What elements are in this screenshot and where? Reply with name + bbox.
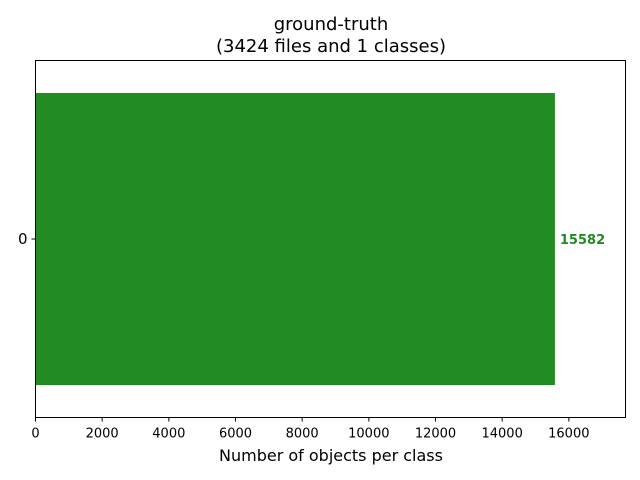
x-tick-label-16000: 16000 — [548, 427, 589, 442]
bar-0 — [35, 92, 555, 386]
x-tick-label-14000: 14000 — [481, 427, 522, 442]
x-tick-label-4000: 4000 — [152, 427, 185, 442]
x-tick-label-0: 0 — [31, 427, 39, 442]
chart-title: ground-truth — [274, 14, 389, 35]
value-labels-group: 15582 — [560, 233, 605, 248]
x-tick-label-10000: 10000 — [348, 427, 389, 442]
y-tick-label-0: 0 — [18, 230, 28, 248]
x-axis-ticks: 0 2000 4000 6000 8000 10000 12000 14000 16000 — [31, 417, 590, 442]
x-tick-label-2000: 2000 — [86, 427, 119, 442]
value-label-0: 15582 — [560, 233, 605, 248]
y-axis-ticks: 0 — [18, 230, 36, 248]
x-tick-label-8000: 8000 — [286, 427, 319, 442]
chart-subtitle: (3424 files and 1 classes) — [216, 36, 446, 57]
x-axis-label: Number of objects per class — [219, 446, 443, 465]
x-tick-label-6000: 6000 — [219, 427, 252, 442]
bars-group — [35, 92, 555, 386]
x-tick-label-12000: 12000 — [415, 427, 456, 442]
